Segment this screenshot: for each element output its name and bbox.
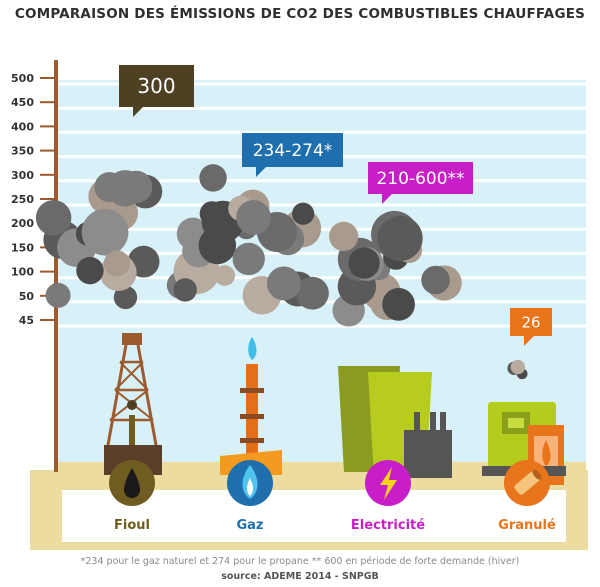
smoke-puff [214,265,236,286]
y-tick-label: 50 [19,290,35,303]
category-label-electricite: Electricité [351,518,425,533]
y-tick-label: 200 [11,217,34,230]
gas-flame-icon [227,460,273,506]
smoke-puff [81,208,129,256]
smoke-puff [510,359,526,375]
chart-title: COMPARAISON DES ÉMISSIONS DE CO2 DES COM… [14,6,586,22]
value-callouts: 300 234-274* 210-600** 26 [119,65,552,346]
smoke-puff [173,278,197,302]
category-label-granule: Granulé [498,518,556,533]
smoke-puff [266,266,301,301]
footnote: *234 pour le gaz naturel et 274 pour le … [80,556,520,567]
category-label-gaz: Gaz [236,518,263,533]
y-tick-label: 250 [11,193,34,206]
smoke-puff [296,276,329,310]
smoke-puff [236,200,271,235]
power-plant-illustration [338,366,452,478]
smoke-puff [292,202,315,225]
pellet-icon [504,460,550,506]
source: source: ADEME 2014 - SNPGB [221,571,379,582]
smoke-puff [199,164,227,192]
y-tick-label: 400 [11,120,34,133]
y-tick-label: 500 [11,72,34,85]
value-label: 300 [137,74,175,98]
value-label: 234-274* [253,141,333,161]
value-label: 26 [521,313,540,331]
smoke-clouds [35,164,528,380]
smoke-puff [198,226,237,265]
smoke-puff [113,285,138,310]
smoke-puff [232,242,265,276]
lightning-icon [365,460,411,506]
category-label-fioul: Fioul [114,518,150,533]
y-tick-label: 300 [11,169,34,182]
smoke-puff [377,215,423,261]
smoke-puff [348,247,380,279]
y-tick-label: 350 [11,145,34,158]
y-tick-label: 150 [11,241,34,254]
smoke-puff [45,282,71,308]
value-callout: 26 [510,308,552,346]
value-callout: 234-274* [242,133,343,177]
smoke-puff [421,265,450,295]
value-callout: 210-600** [368,162,473,204]
value-callout: 300 [119,65,194,117]
smoke-puff [35,200,72,236]
smoke-puff [329,221,359,252]
smoke-puff [76,256,104,285]
y-tick-label: 450 [11,96,34,109]
y-tick-label: 100 [11,266,34,279]
smoke-puff [103,250,130,277]
ground [57,462,586,472]
value-label: 210-600** [376,169,464,189]
y-tick-label: 45 [19,314,34,327]
oil-drop-icon [109,460,155,506]
smoke-puff [382,288,415,321]
smoke-puff [106,170,144,207]
y-axis-line [54,60,58,472]
